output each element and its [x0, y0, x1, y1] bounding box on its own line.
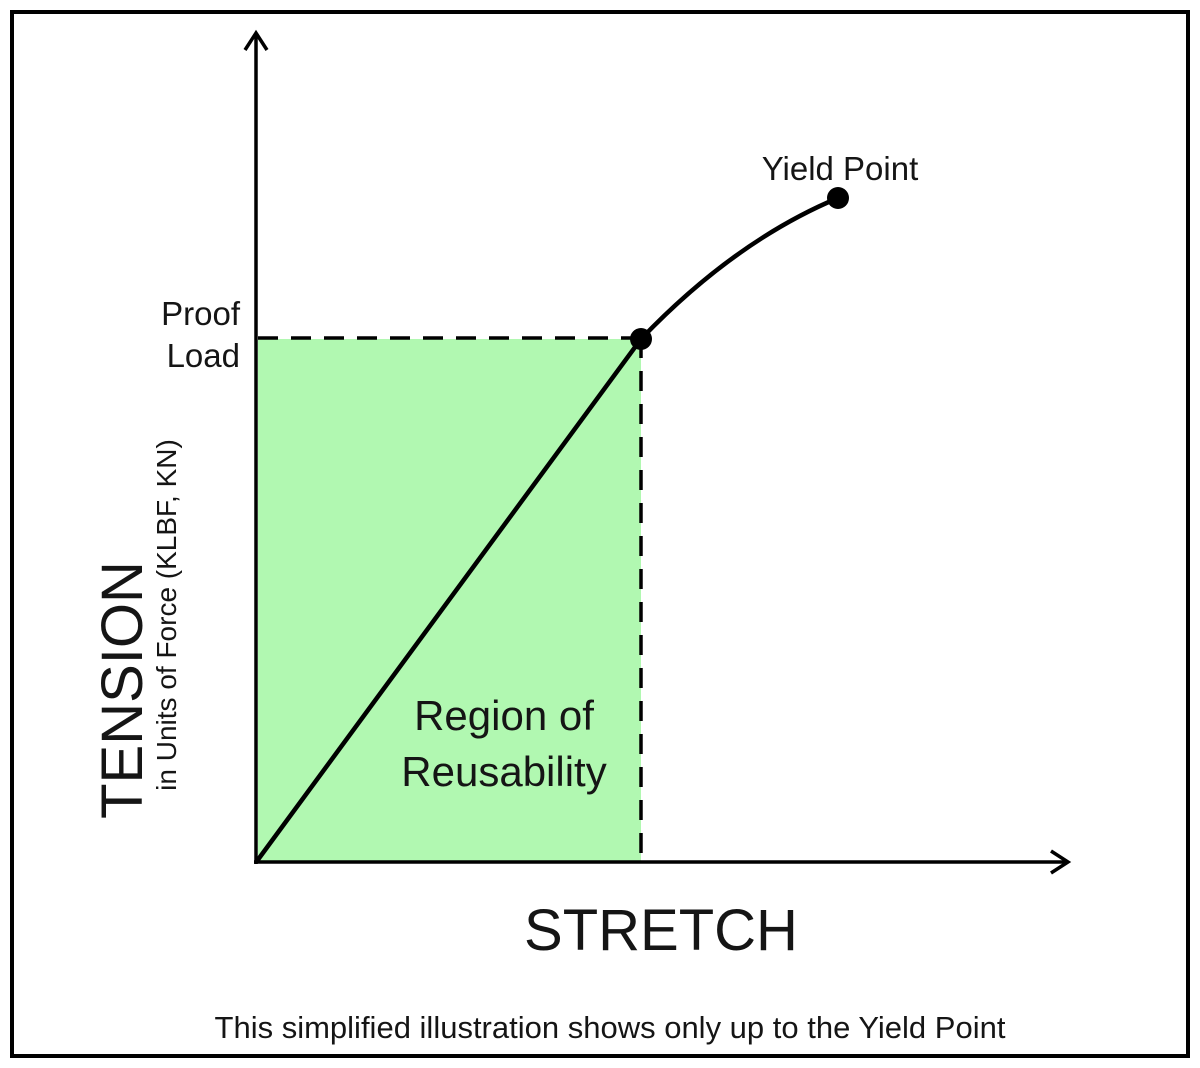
plastic-region-curve	[639, 195, 839, 341]
y-axis-arrowhead	[243, 29, 269, 51]
yield-point	[827, 187, 849, 209]
region-label-line2: Reusability	[401, 748, 606, 795]
proof-load-point	[630, 328, 652, 350]
y-axis-title: TENSION	[90, 561, 155, 819]
figure-caption: This simplified illustration shows only …	[215, 1010, 1006, 1045]
yield-point-label: Yield Point	[762, 150, 919, 187]
region-label-line1: Region of	[414, 692, 594, 739]
x-axis-title: STRETCH	[524, 898, 798, 963]
proof-load-label-line2: Load	[167, 337, 240, 374]
proof-load-label-line1: Proof	[161, 295, 241, 332]
x-axis-arrowhead	[1050, 849, 1072, 875]
linear-elastic-line	[255, 337, 643, 863]
y-axis-subtitle: in Units of Force (KLBF, KN)	[151, 439, 182, 791]
outer-border	[10, 10, 1190, 1058]
